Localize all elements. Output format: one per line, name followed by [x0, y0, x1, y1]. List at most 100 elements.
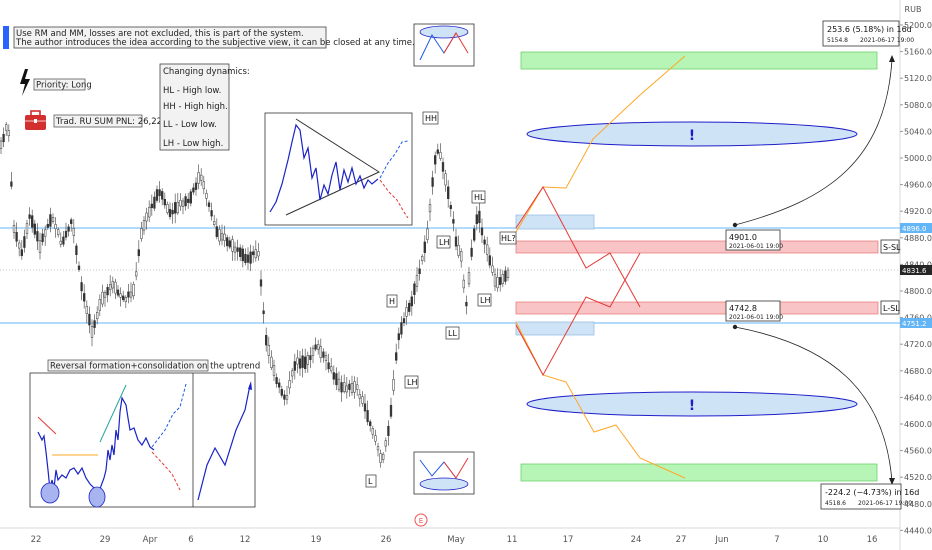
candle-body — [171, 209, 174, 215]
target-ellipse-lower[interactable] — [526, 391, 858, 417]
candle-body — [405, 307, 408, 317]
svg-text:4518.6: 4518.6 — [825, 500, 846, 507]
price-tick-label: 4680.0 — [904, 367, 932, 376]
take-profit-zone-lower[interactable] — [520, 463, 878, 482]
candle-body — [88, 313, 91, 326]
candle-body — [270, 356, 273, 368]
candle-body — [161, 191, 164, 200]
svg-text:2021-06-01 19:00: 2021-06-01 19:00 — [729, 243, 783, 250]
svg-text:S-SL: S-SL — [883, 243, 901, 252]
candle-body — [434, 155, 437, 165]
svg-text:LH: LH — [480, 296, 490, 305]
candle-body — [233, 246, 237, 253]
candle-body — [418, 268, 421, 275]
price-axis[interactable]: 5200.0 5160.0 5120.0 5080.0 5040.0 5000.0 4960… — [900, 21, 932, 535]
candle-body — [296, 357, 299, 365]
short-stop-tag[interactable]: S-SL — [880, 239, 901, 254]
candle-body — [51, 217, 55, 222]
time-tick-label: 10 — [818, 535, 829, 545]
candle-body — [189, 191, 192, 204]
candle-body — [285, 395, 289, 400]
candle-body — [389, 404, 393, 417]
price-tick-label: 5000.0 — [904, 154, 932, 163]
candle-body — [506, 269, 510, 278]
svg-text:Priority: Long: Priority: Long — [36, 81, 92, 91]
candle-body — [436, 149, 439, 154]
svg-text:LL: LL — [448, 329, 457, 338]
measure-label-up[interactable]: 253.6 (5.18%) in 16d 5154.8 2021-06-17 1… — [822, 20, 914, 47]
candle-body — [317, 344, 320, 350]
candle-body — [96, 312, 99, 320]
candle-body — [278, 382, 281, 388]
candle-body — [488, 255, 491, 266]
candle-body — [400, 322, 403, 335]
candle-body — [421, 256, 424, 261]
candle-body — [379, 453, 382, 463]
candle-body — [231, 239, 234, 252]
candle-body — [304, 356, 307, 370]
lightning-icon — [20, 69, 30, 96]
candle-body — [176, 201, 179, 214]
reversal-diagram: Reversal formation+consolidation on the … — [29, 359, 260, 508]
price-tick-label: 4720.0 — [904, 340, 932, 349]
candle-body — [25, 223, 29, 234]
entry-zone-lower[interactable] — [515, 321, 595, 336]
candle-body — [85, 305, 88, 314]
candlestick-series[interactable] — [0, 122, 510, 468]
svg-text:-224.2 (−4.73%) in 16d: -224.2 (−4.73%) in 16d — [825, 488, 919, 497]
candle-body — [309, 355, 312, 360]
time-tick-label: May — [447, 535, 465, 545]
long-entry-label[interactable]: 4742.8 2021-06-01 19:00 — [725, 300, 783, 322]
target-ellipse-upper[interactable] — [526, 121, 858, 147]
candle-body — [202, 181, 205, 190]
candle-body — [59, 240, 62, 245]
candle-body — [64, 230, 68, 238]
candle-body — [163, 198, 166, 206]
measure-arrow-down — [889, 478, 895, 485]
candle-body — [288, 380, 291, 389]
svg-text:5154.8: 5154.8 — [827, 37, 848, 44]
projection-short-red[interactable] — [515, 186, 641, 308]
measure-curve-down[interactable] — [734, 326, 893, 483]
earnings-icon[interactable]: E — [414, 513, 428, 527]
candle-body — [72, 228, 75, 236]
long-stop-tag[interactable]: L-SL — [880, 300, 900, 315]
measure-start-down[interactable] — [732, 324, 738, 330]
long-stop-zone[interactable] — [515, 301, 879, 315]
entry-zone-upper[interactable] — [515, 214, 595, 230]
candle-body — [236, 247, 239, 252]
price-tag-upper: 4896.0 — [900, 223, 932, 233]
time-axis[interactable]: 22 29 Apr 6 12 19 26 May 11 17 24 27 Jun 7 10 16 — [31, 535, 878, 545]
candle-body — [197, 172, 200, 184]
candle-body — [28, 214, 31, 219]
svg-text:Trad. RU SUM PNL: 26,22.: Trad. RU SUM PNL: 26,22. — [55, 117, 165, 127]
candle-body — [145, 212, 148, 222]
candle-body — [90, 326, 94, 338]
short-stop-zone[interactable] — [515, 240, 879, 254]
candle-body — [275, 377, 278, 385]
price-tick-label: 4960.0 — [904, 181, 932, 190]
candle-body — [166, 204, 169, 213]
candle-body — [345, 385, 348, 393]
measure-curve-up[interactable] — [734, 59, 893, 226]
measure-label-down[interactable]: -224.2 (−4.73%) in 16d 4518.6 2021-06-17… — [820, 483, 919, 510]
candle-body — [153, 196, 156, 209]
short-entry-label[interactable]: 4901.0 2021-06-01 19:00 — [725, 229, 783, 251]
candle-body — [501, 274, 504, 284]
candle-body — [340, 382, 343, 393]
candle-body — [259, 279, 263, 287]
candle-body — [447, 186, 450, 199]
projection-long-red[interactable] — [515, 252, 641, 377]
candle-body — [348, 383, 351, 390]
measure-start-up[interactable] — [732, 222, 738, 228]
candle-body — [314, 344, 317, 350]
candle-body — [246, 254, 250, 263]
svg-text:LH - Low high.: LH - Low high. — [163, 139, 223, 149]
candle-body — [457, 244, 460, 256]
candle-body — [0, 140, 3, 149]
take-profit-zone-upper[interactable] — [520, 51, 878, 70]
svg-text:LH: LH — [407, 378, 417, 387]
candle-body — [181, 200, 185, 207]
price-tick-label: 4880.0 — [904, 234, 932, 243]
